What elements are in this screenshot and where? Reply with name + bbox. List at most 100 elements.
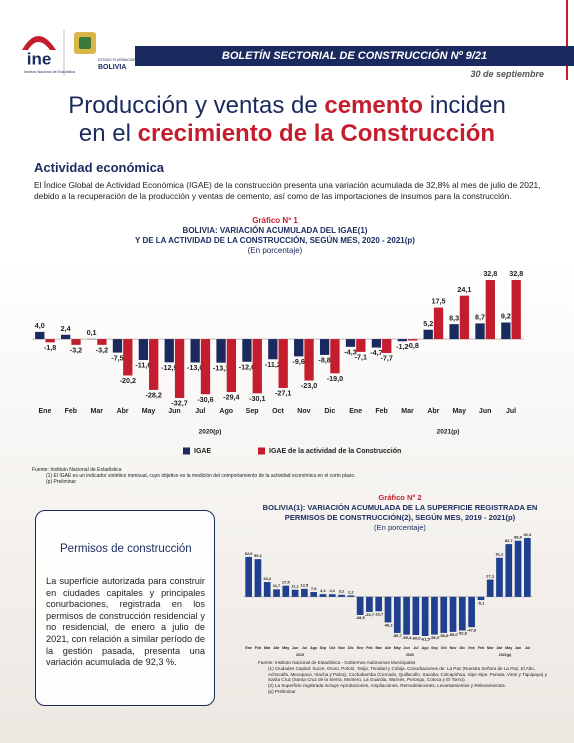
x-tick-label: May — [452, 408, 466, 415]
value-label: -12,6 — [239, 362, 255, 371]
bar — [501, 322, 511, 340]
bar — [403, 596, 410, 635]
value-label: 32,8 — [509, 269, 523, 278]
x-tick-label: Mar — [91, 408, 104, 415]
x-tick-label: Jun — [168, 408, 180, 415]
bar — [384, 596, 392, 623]
x-tick-label: Ago — [310, 646, 318, 650]
logo-text: ine — [27, 49, 52, 68]
x-tick-label: Nov — [450, 646, 457, 650]
bar — [226, 339, 237, 393]
bar — [200, 339, 211, 395]
x-tick-label: Jul — [302, 646, 307, 650]
state-label: ESTADO PLURINACIONAL DE — [98, 58, 146, 62]
bar — [511, 280, 521, 340]
value-label: 4,1 — [329, 588, 335, 593]
value-label: -19,0 — [327, 374, 343, 383]
value-label: -60,0 — [411, 635, 421, 640]
value-label: -30,6 — [197, 395, 213, 404]
bar — [345, 339, 356, 347]
value-label: 8,7 — [475, 313, 485, 322]
value-label: 7,5 — [311, 586, 317, 591]
bar — [190, 339, 200, 363]
value-label: 17,5 — [432, 297, 446, 306]
value-label: 23,2 — [263, 576, 272, 581]
date: 30 de septiembre — [470, 69, 544, 79]
value-label: 59,1 — [254, 553, 263, 558]
logo-subtitle: Instituto Nacional de Estadística — [24, 70, 75, 74]
bar — [123, 339, 133, 376]
bar — [431, 596, 438, 635]
chart-title: BOLIVIA: VARIACIÓN ACUMULADA DEL IGAE(1) — [183, 226, 368, 235]
x-tick-label: Abr — [496, 646, 503, 650]
headline-part: inciden — [423, 92, 506, 119]
value-label: 62,6 — [245, 551, 254, 556]
x-tick-label: Jul — [525, 646, 530, 650]
x-tick-label: Feb — [375, 408, 387, 415]
x-tick-label: Jun — [515, 646, 521, 650]
bar — [149, 339, 159, 390]
value-label: -12,9 — [161, 363, 177, 372]
value-label: -20,2 — [120, 376, 136, 385]
value-label: -5,1 — [477, 600, 485, 605]
bar — [254, 559, 262, 597]
bar — [524, 538, 531, 597]
bar — [393, 596, 401, 633]
note: (p) Preliminar — [46, 479, 77, 486]
bar — [216, 339, 226, 363]
value-label: 11,1 — [291, 584, 299, 589]
x-tick-label: Oct — [272, 408, 284, 415]
value-label: -11,2 — [265, 360, 281, 369]
bar — [112, 339, 123, 353]
value-label: -22,7 — [374, 612, 384, 617]
bar — [174, 339, 185, 398]
section-text: El Índice Global de Actividad Económica … — [34, 180, 541, 201]
headline-part: Producción y ventas de — [68, 92, 325, 119]
value-label: 9,2 — [501, 312, 511, 321]
headline-line: en el crecimiento de la Construcción — [0, 120, 574, 148]
bar — [291, 589, 299, 597]
legend-label: IGAE de la actividad de la Construcción — [269, 448, 401, 455]
bar — [421, 596, 429, 636]
bar — [268, 339, 278, 360]
bar — [97, 339, 107, 345]
x-tick-label: Nov — [338, 646, 345, 650]
headline-highlight: cemento — [324, 92, 424, 119]
chart-units: (En porcentaje) — [374, 523, 426, 532]
state-name: BOLIVIA — [98, 64, 126, 71]
value-label: -1,8 — [44, 343, 56, 352]
bar — [485, 280, 495, 340]
bar — [382, 339, 392, 353]
value-label: -23,7 — [365, 612, 375, 617]
bar — [423, 329, 433, 340]
x-tick-label: Ene — [245, 646, 252, 650]
bar — [475, 323, 485, 340]
value-label: -7,5 — [111, 353, 123, 362]
bar — [319, 339, 330, 355]
value-label: -13,1 — [213, 363, 229, 372]
note: (2) La Superficie registrada incluye Apr… — [268, 683, 506, 689]
chart-title: BOLIVIA(1): VARIACIÓN ACUMULADA DE LA SU… — [263, 503, 538, 512]
bar — [375, 596, 383, 612]
section-title: Actividad económica — [34, 160, 165, 175]
bar — [356, 339, 366, 352]
value-label: -32,7 — [171, 399, 187, 408]
bar — [397, 339, 407, 342]
bar — [505, 544, 513, 597]
bulletin-title: BOLETÍN SECTORIAL DE CONSTRUCCIÓN Nº 9/2… — [135, 46, 574, 66]
bar — [273, 589, 280, 597]
x-tick-label: Ene — [468, 646, 475, 650]
chart-subtitle: PERMISOS DE CONSTRUCCIÓN(2), SEGÚN MES, … — [285, 513, 516, 522]
chart-number: Gráfico Nº 1 — [252, 216, 298, 225]
chart-notes: Fuente: Instituto Nacional de Estadístic… — [258, 660, 554, 695]
bar — [459, 295, 470, 340]
x-tick-label: Ene — [39, 408, 52, 415]
value-label: -40,2 — [383, 623, 393, 628]
bar — [449, 324, 459, 340]
value-label: -55,0 — [448, 632, 458, 637]
bar — [294, 339, 304, 357]
x-tick-label: Sep — [431, 646, 438, 650]
bar — [458, 596, 466, 631]
value-label: -61,5 — [421, 636, 431, 641]
value-label: -59,4 — [402, 635, 412, 640]
